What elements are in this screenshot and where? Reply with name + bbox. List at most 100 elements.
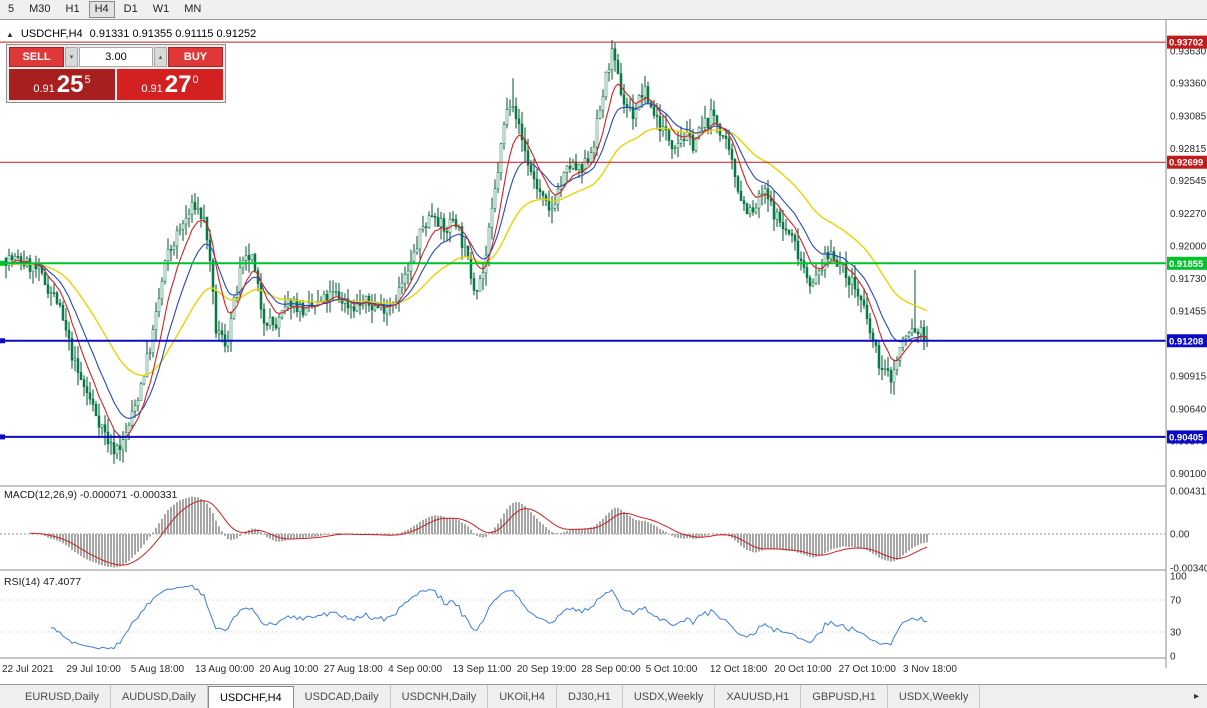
timeframe-button-h4[interactable]: H4 [88,1,115,18]
candle-body [385,306,389,314]
trade-prices-row: 0.91 25 5 0.91 27 0 [9,69,223,100]
buy-button[interactable]: BUY [168,47,223,67]
candle-body [490,207,494,228]
timeframe-button-h1[interactable]: H1 [60,1,86,18]
chart-tab-9-gbpusd-h1[interactable]: GBPUSD,H1 [801,685,888,708]
candle-body [577,164,581,170]
chart-tab-6-dj30-h1[interactable]: DJ30,H1 [557,685,623,708]
candle-body [874,340,878,346]
candle-body [829,251,833,260]
chart-tab-4-usdcnh-daily[interactable]: USDCNH,Daily [391,685,489,708]
candle-body [703,117,707,128]
lot-increase-arrow-icon[interactable]: ▴ [154,47,167,67]
candle-body [742,200,746,204]
chart-tab-0-eurusd-daily[interactable]: EURUSD,Daily [14,685,111,708]
sell-button[interactable]: SELL [9,47,64,67]
price-axis-label: 0.93630 [1170,46,1207,57]
candle-body [514,106,518,120]
candle-body [70,338,74,361]
sell-price-button[interactable]: 0.91 25 5 [9,69,115,100]
candle-body [766,188,770,200]
candle-body [820,269,824,272]
chart-tab-3-usdcad-daily[interactable]: USDCAD,Daily [294,685,391,708]
candle-body [631,106,635,120]
candle-body [172,245,176,250]
candle-body [733,159,737,177]
candle-body [367,296,371,306]
sell-price-pipette: 5 [84,73,91,86]
time-axis-label: 22 Jul 2021 [2,664,54,675]
sell-price-head: 0.91 [33,82,55,95]
candle-body [604,72,608,98]
chart-tab-1-audusd-daily[interactable]: AUDUSD,Daily [111,685,208,708]
candle-body [373,305,377,311]
ma-slow-line [11,127,928,377]
candle-body [583,158,587,174]
timeframe-button-5[interactable]: 5 [2,1,20,18]
candle-body [751,207,755,213]
candle-body [916,331,920,335]
candle-body [757,193,761,209]
chart-symbol-period: USDCHF,H4 [20,28,83,40]
candle-body [409,260,413,272]
chart-ohlc-values: 0.91331 0.91355 0.91115 0.91252 [89,28,257,40]
timeframe-button-d1[interactable]: D1 [118,1,144,18]
buy-price-button[interactable]: 0.91 27 0 [117,69,223,100]
price-line-label: 0.92699 [1169,158,1203,169]
candle-body [868,318,872,334]
candle-body [925,338,929,340]
candle-body [277,316,281,329]
candle-body [466,245,470,258]
chart-tab-7-usdx-weekly[interactable]: USDX,Weekly [623,685,716,708]
candle-body [316,300,320,307]
candle-body [682,139,686,141]
candle-body [349,306,353,309]
chart-tab-10-usdx-weekly[interactable]: USDX,Weekly [888,685,981,708]
price-line-label: 0.91855 [1169,259,1204,270]
candle-body [127,424,131,433]
candle-body [493,188,497,209]
time-axis-label: 13 Aug 00:00 [195,664,254,675]
candle-body [898,347,902,361]
candle-body [826,252,830,260]
candle-body [622,94,626,105]
candle-body [817,270,821,276]
chart-tab-8-xauusd-h1[interactable]: XAUUSD,H1 [715,685,802,708]
candle-body [640,95,644,98]
rsi-line [50,584,928,650]
price-line-label-box [1167,256,1207,270]
buy-price-pips: 27 [164,70,192,98]
rsi-axis-label: 0 [1170,652,1176,663]
macd-signal-line [29,500,928,566]
candle-body [892,369,896,383]
candle-body [745,203,749,215]
candle-body [862,299,866,306]
timeframe-button-m30[interactable]: M30 [23,1,56,18]
candle-body [715,115,719,125]
chart-tab-2-usdchf-h4[interactable]: USDCHF,H4 [207,686,294,708]
line-anchor-marker [0,260,5,266]
candle-body [754,207,758,213]
timeframe-button-w1[interactable]: W1 [147,1,176,18]
timeframe-toolbar: 5 M30 H1 H4 D1 W1 MN [0,0,1207,20]
price-axis-label: 0.93085 [1170,112,1207,123]
candle-body [679,139,683,144]
time-axis-label: 12 Oct 18:00 [710,664,768,675]
chart-ohlc-header: ▲ USDCHF,H4 0.91331 0.91355 0.91115 0.91… [6,28,256,40]
candle-body [805,267,809,278]
ma-mid-line [11,103,928,420]
price-axis-label: 0.92545 [1170,176,1207,187]
tab-scroll-arrow-icon[interactable]: ▸ [1193,691,1199,702]
candle-body [901,338,905,348]
candle-body [895,360,899,370]
price-chart[interactable]: 0.93630 0.93360 0.93085 0.92815 0.92545 0.922… [0,20,1207,684]
timeframe-button-mn[interactable]: MN [178,1,207,18]
candle-body [31,263,35,272]
lot-decrease-arrow-icon[interactable]: ▾ [65,47,78,67]
candle-body [712,109,716,116]
collapse-arrow-icon[interactable]: ▲ [6,29,14,39]
lot-size-input[interactable]: 3.00 [79,47,153,67]
chart-tab-5-ukoil-h4[interactable]: UKOil,H4 [488,685,558,708]
candle-body [529,164,533,172]
candle-body [775,211,779,220]
